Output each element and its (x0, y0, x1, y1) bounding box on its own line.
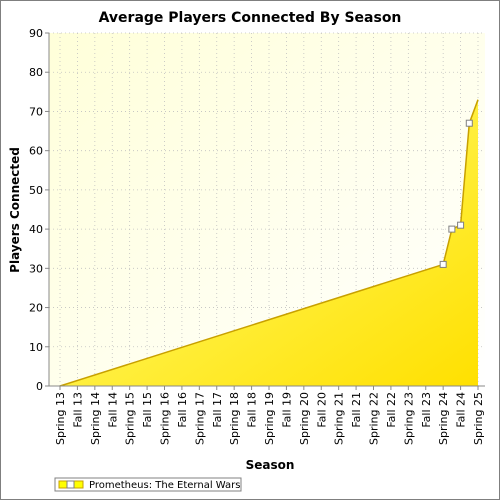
y-tick-label: 70 (29, 105, 43, 118)
legend-label: Prometheus: The Eternal Wars (89, 480, 241, 491)
y-tick-label: 80 (29, 66, 43, 79)
series-area (60, 99, 478, 386)
legend-box (54, 477, 242, 492)
x-tick-label: Spring 21 (333, 392, 346, 445)
series-line (59, 99, 479, 387)
x-tick-label: Spring 16 (159, 392, 172, 445)
y-tick-label: 20 (29, 302, 43, 315)
grid (49, 32, 485, 386)
series-area-layer (59, 99, 479, 387)
x-axis-ticks: Spring 13 Fall 13 Spring 14 Fall 14 Spring 1… (54, 386, 485, 445)
x-tick-label: Spring 24 (437, 392, 450, 445)
y-axis-label: Players Connected (8, 147, 22, 273)
x-tick-label: Spring 19 (263, 392, 276, 445)
x-tick-label: Fall 14 (106, 392, 119, 428)
x-tick-label: Fall 13 (71, 392, 84, 428)
legend-marker (66, 480, 75, 489)
y-tick-label: 40 (29, 223, 43, 236)
y-axis-ticks: 0 10 20 30 40 50 60 70 80 90 (29, 27, 49, 393)
y-tick-label: 30 (29, 262, 43, 275)
x-tick-label: Fall 21 (350, 392, 363, 428)
x-tick-label: Fall 17 (211, 392, 224, 428)
x-tick-label: Spring 18 (228, 392, 241, 445)
x-tick-label: Spring 14 (89, 392, 102, 445)
x-tick-label: Spring 23 (402, 392, 415, 445)
x-tick-label: Spring 17 (193, 392, 206, 445)
x-tick-label: Fall 20 (315, 392, 328, 428)
x-tick-label: Fall 24 (455, 392, 468, 428)
x-tick-label: Fall 16 (176, 392, 189, 428)
x-axis-label: Season (246, 458, 295, 472)
data-point (465, 119, 473, 127)
data-point (457, 221, 465, 229)
x-tick-label: Fall 19 (280, 392, 293, 428)
chart-title: Average Players Connected By Season (99, 10, 402, 26)
x-tick-label: Spring 15 (124, 392, 137, 445)
y-tick-label: 10 (29, 341, 43, 354)
y-tick-label: 0 (36, 380, 43, 393)
legend: Prometheus: The Eternal Wars (54, 477, 242, 492)
x-tick-label: Fall 22 (385, 392, 398, 428)
y-tick-label: 50 (29, 184, 43, 197)
data-point (439, 260, 447, 268)
x-tick-label: Spring 22 (368, 392, 381, 445)
x-tick-label: Spring 25 (472, 392, 485, 445)
y-tick-label: 60 (29, 145, 43, 158)
x-tick-label: Spring 13 (54, 392, 67, 445)
x-tick-label: Fall 15 (141, 392, 154, 428)
y-tick-label: 90 (29, 27, 43, 40)
x-tick-label: Fall 18 (246, 392, 259, 428)
x-tick-label: Spring 20 (298, 392, 311, 445)
x-tick-label: Fall 23 (420, 392, 433, 428)
data-point (448, 225, 456, 233)
